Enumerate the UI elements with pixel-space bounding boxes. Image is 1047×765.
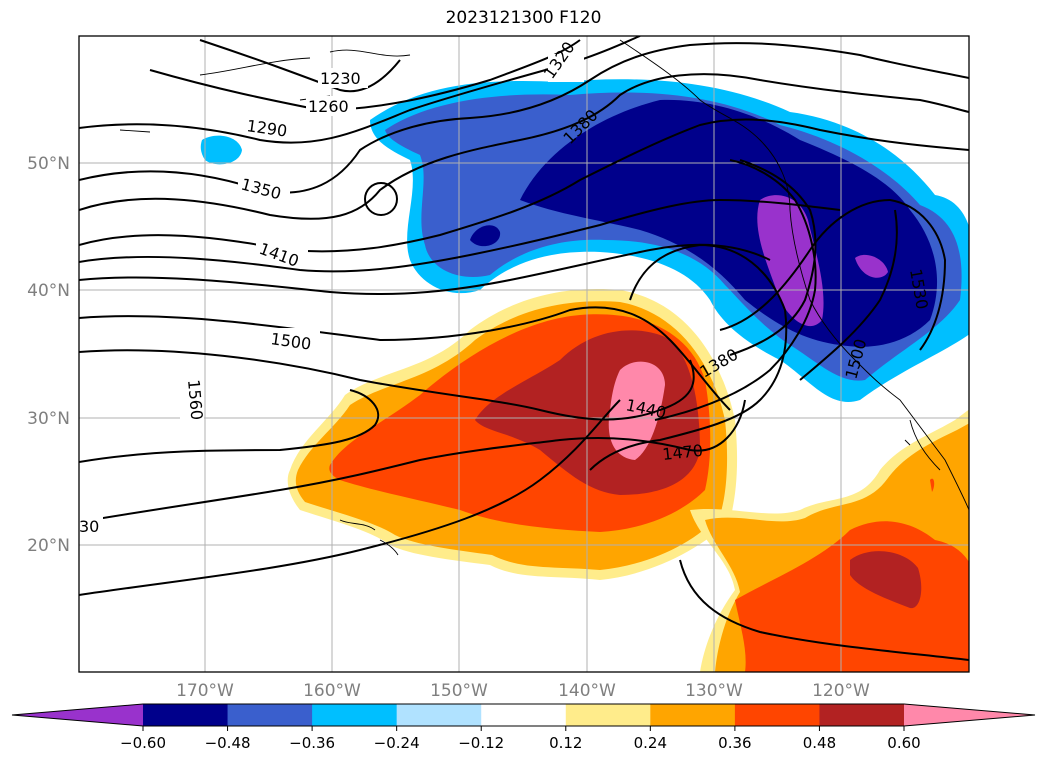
- colorbar-segment: [734, 704, 820, 726]
- contour-label: 1260: [308, 97, 349, 116]
- map-frame: [78, 35, 970, 673]
- colorbar-extend-low: [12, 704, 143, 726]
- colorbar-segment: [227, 704, 313, 726]
- colorbar-extend-high: [904, 704, 1035, 726]
- longitude-labels: 170°W 160°W 150°W 140°W 130°W 120°W: [176, 681, 870, 701]
- colorbar-tick-label: 0.60: [887, 734, 920, 752]
- positive-anomaly-region: [287, 289, 738, 580]
- contour-labels: 1230 1260 1290 1320 1350 1380 1410 1440 …: [79, 38, 932, 536]
- colorbar-tick-label: 0.48: [803, 734, 836, 752]
- colorbar-tick-label: −0.12: [458, 734, 504, 752]
- contour-label: 1560: [184, 379, 206, 421]
- contour-label: 30: [79, 517, 99, 536]
- lon-label: 160°W: [303, 681, 361, 701]
- lon-label: 150°W: [430, 681, 488, 701]
- colorbar-tick-label: −0.60: [120, 734, 166, 752]
- lon-label: 140°W: [558, 681, 616, 701]
- lat-label: 50°N: [27, 154, 70, 174]
- colorbar-segment: [819, 704, 905, 726]
- map-gridlines: [79, 36, 969, 672]
- colorbar-tick-label: −0.48: [205, 734, 251, 752]
- latitude-labels: 50°N 40°N 30°N 20°N: [27, 154, 70, 556]
- colorbar-segment: [396, 704, 482, 726]
- lat-label: 30°N: [27, 409, 70, 429]
- colorbar: −0.60 −0.48 −0.36 −0.24 −0.12 0.12 0.24 0.36 0.4…: [11, 703, 1036, 752]
- contour-label: 1470: [661, 441, 703, 464]
- lat-label: 40°N: [27, 281, 70, 301]
- lon-label: 170°W: [176, 681, 234, 701]
- lon-label: 130°W: [685, 681, 743, 701]
- colorbar-segment: [565, 704, 651, 726]
- contour-label: 1230: [320, 69, 361, 88]
- southeast-anomaly-region: [690, 409, 969, 672]
- colorbar-tick-label: −0.36: [289, 734, 335, 752]
- lat-label: 20°N: [27, 536, 70, 556]
- colorbar-tick-label: 0.12: [549, 734, 582, 752]
- colorbar-tick-label: 0.36: [718, 734, 751, 752]
- colorbar-segment: [481, 704, 567, 726]
- colorbar-segment: [312, 704, 398, 726]
- map-plot-area: 1230 1260 1290 1320 1350 1380 1410 1440 …: [79, 36, 969, 672]
- colorbar-tick-label: −0.24: [374, 734, 420, 752]
- lon-label: 120°W: [812, 681, 870, 701]
- colorbar-segment: [650, 704, 736, 726]
- colorbar-tick-label: 0.24: [634, 734, 667, 752]
- colorbar-segment: [143, 704, 229, 726]
- map-title: 2023121300 F120: [445, 8, 602, 28]
